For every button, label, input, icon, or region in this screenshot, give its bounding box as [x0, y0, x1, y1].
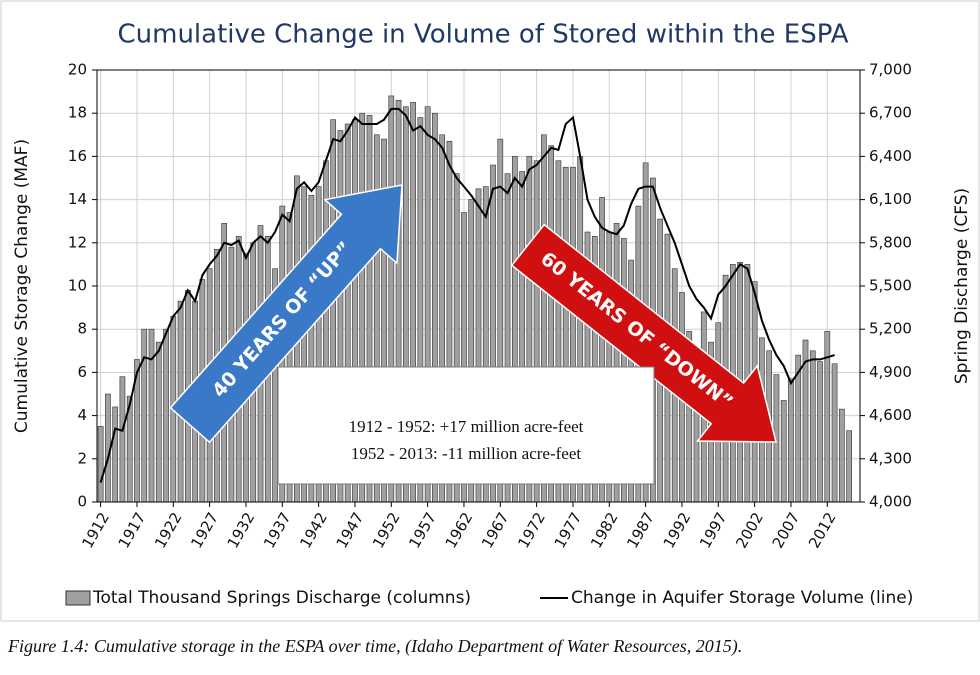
bar	[119, 376, 126, 503]
y-tick-label: 0	[77, 493, 87, 511]
bar	[809, 350, 816, 503]
y2-tick-label: 6,100	[869, 190, 912, 208]
bar	[148, 328, 155, 503]
chart-frame	[0, 0, 980, 622]
bar	[112, 406, 119, 503]
line	[99, 107, 835, 483]
y-tick-label: 20	[68, 61, 87, 79]
y-tick-label: 4	[77, 406, 87, 424]
chart-title: Cumulative Change in Volume of Stored wi…	[117, 20, 848, 50]
bar	[780, 400, 787, 503]
bar	[846, 430, 852, 503]
y2-tick-label: 4,900	[869, 363, 912, 381]
y-tick-label: 8	[77, 320, 87, 338]
bar	[155, 341, 162, 503]
y2-tick-label: 5,800	[869, 233, 912, 251]
y-tick-label: 10	[68, 277, 87, 295]
bar	[831, 363, 838, 503]
legend-swatch	[65, 590, 91, 606]
y2-tick-label: 6,400	[869, 147, 912, 165]
bar	[788, 378, 794, 503]
legend-label: Total Thousand Springs Discharge (column…	[92, 588, 471, 608]
legend-label: Change in Aquifer Storage Volume (line)	[571, 588, 913, 608]
bar	[838, 408, 845, 503]
bar	[817, 361, 823, 503]
bar	[97, 426, 104, 503]
y-tick-label: 18	[68, 104, 87, 122]
y2-tick-label: 4,000	[869, 493, 912, 511]
y-axis-label: Cumulative Storage Change (MAF)	[12, 139, 32, 433]
note-box	[277, 366, 655, 485]
note-line: 1952 - 2013: -11 million acre-feet	[351, 444, 581, 463]
y-tick-label: 2	[77, 449, 87, 467]
up-arrow-shape	[169, 184, 403, 444]
down-arrow-shape	[510, 223, 777, 443]
y2-tick-label: 4,300	[869, 449, 912, 467]
caption: Figure 1.4: Cumulative storage in the ES…	[7, 636, 742, 657]
y-tick-label: 12	[68, 233, 87, 251]
y2-tick-label: 5,500	[869, 277, 912, 295]
plot-frame	[96, 69, 861, 503]
bar	[141, 328, 148, 503]
y2-tick-label: 4,600	[869, 406, 912, 424]
bar	[795, 354, 802, 503]
y2-tick-label: 5,200	[869, 320, 912, 338]
y-tick-label: 14	[68, 190, 87, 208]
y-tick-label: 16	[68, 147, 87, 165]
y-tick-label: 6	[77, 363, 87, 381]
y2-tick-label: 6,700	[869, 104, 912, 122]
bar	[163, 328, 169, 503]
y2-tick-label: 7,000	[869, 61, 912, 79]
y2-axis-label: Spring Discharge (CFS)	[952, 188, 972, 384]
note-line: 1912 - 1952: +17 million acre-feet	[349, 417, 584, 436]
